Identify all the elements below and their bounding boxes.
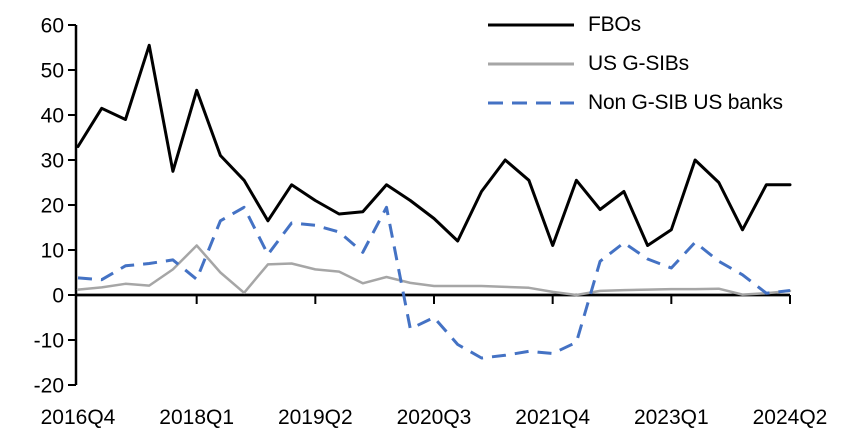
x-axis-tick-label: 2019Q2 <box>278 406 353 429</box>
legend: FBOs US G-SIBs Non G-SIB US banks <box>487 5 783 122</box>
x-axis-tick-label: 2024Q2 <box>753 406 828 429</box>
x-axis-tick-label: 2020Q3 <box>397 406 472 429</box>
series-line-fbos <box>76 43 792 247</box>
legend-line-fbos-icon <box>488 23 574 26</box>
y-axis-tick-label: 10 <box>41 240 64 263</box>
legend-line-us-gsibs-icon <box>488 62 574 65</box>
series-line-us-g-sibs <box>76 244 792 297</box>
legend-item-us-gsibs: US G-SIBs <box>487 44 783 83</box>
legend-label-fbos: FBOs <box>588 12 641 36</box>
y-axis-tick-label: 0 <box>52 285 64 308</box>
legend-item-fbos: FBOs <box>487 5 783 44</box>
legend-line-non-gsib-icon <box>488 101 574 104</box>
y-axis-tick-label: 60 <box>41 15 64 38</box>
y-axis-tick-label: -10 <box>34 330 64 353</box>
y-axis-tick-label: 30 <box>41 150 64 173</box>
legend-label-us-gsibs: US G-SIBs <box>588 51 689 75</box>
x-axis-tick-label: 2021Q4 <box>515 406 590 429</box>
x-axis-tick-label: 2016Q4 <box>41 406 116 429</box>
series-line-non-g-sib-us-banks <box>77 205 791 360</box>
x-axis-tick-label: 2023Q1 <box>634 406 709 429</box>
y-axis-tick-label: 40 <box>41 105 64 128</box>
y-axis-tick-label: -20 <box>34 375 64 398</box>
legend-item-non-gsib-us-banks: Non G-SIB US banks <box>487 83 783 122</box>
x-axis-tick-label: 2018Q1 <box>159 406 234 429</box>
y-axis-tick-label: 20 <box>41 195 64 218</box>
legend-label-non-gsib: Non G-SIB US banks <box>588 90 783 114</box>
y-axis-tick-label: 50 <box>41 60 64 83</box>
